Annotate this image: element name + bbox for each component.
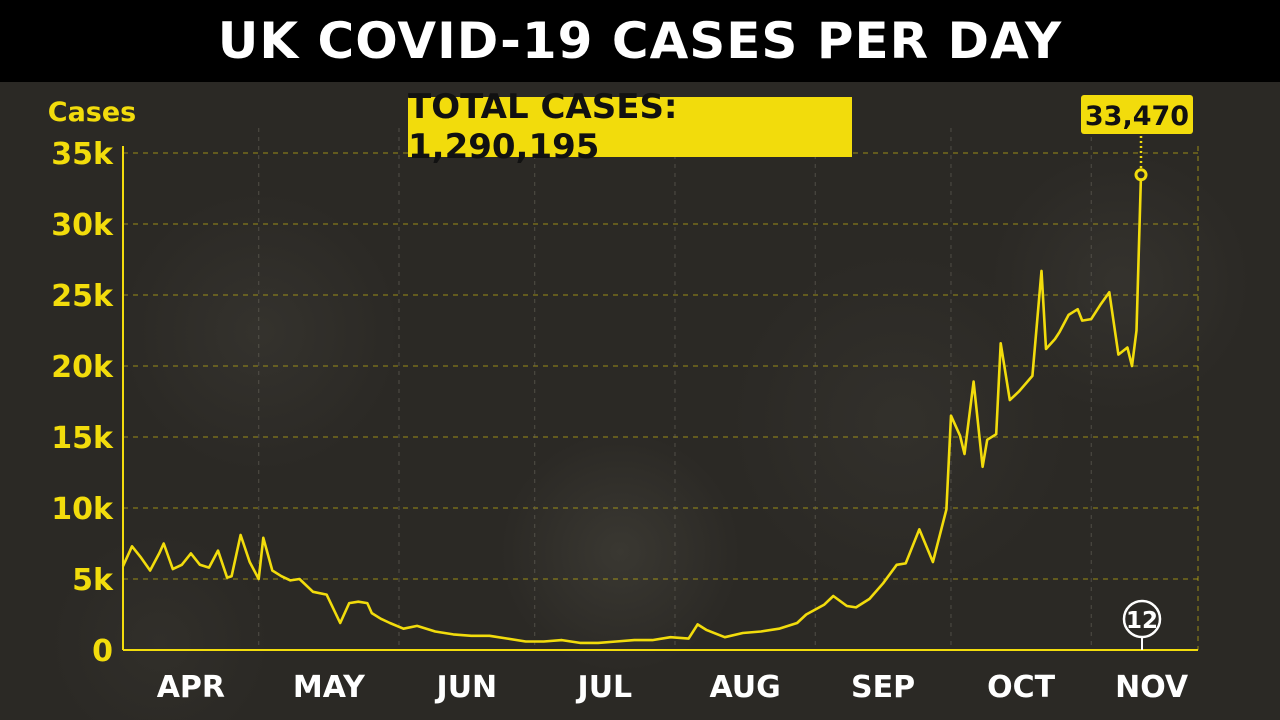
x-tick-label: NOV	[1115, 670, 1189, 705]
title-banner: UK COVID-19 CASES PER DAY	[0, 0, 1280, 82]
y-tick-label: 0	[92, 634, 113, 669]
day-marker-circle	[1122, 599, 1162, 639]
axes	[122, 146, 1198, 651]
y-tick-label: 5k	[72, 563, 114, 598]
x-tick-label: AUG	[709, 670, 780, 705]
day-marker-label: 12	[1126, 608, 1158, 634]
grid-lines	[123, 128, 1199, 650]
page-title: UK COVID-19 CASES PER DAY	[217, 12, 1063, 70]
x-tick-label: MAY	[293, 670, 366, 705]
y-tick-label: 10k	[51, 492, 114, 527]
x-tick-labels: APR MAY JUN JUL AUG SEP OCT NOV	[157, 670, 1189, 705]
latest-value-label: 33,470	[1085, 101, 1189, 132]
y-tick-label: 25k	[51, 279, 114, 314]
latest-value-marker	[1134, 168, 1148, 182]
y-tick-label: 15k	[51, 421, 114, 456]
y-tick-label: 30k	[51, 208, 114, 243]
y-tick-label: 20k	[51, 350, 114, 385]
y-tick-labels: 0 5k 10k 15k 20k 25k 30k 35k	[51, 137, 114, 669]
chart-background	[0, 82, 1280, 720]
total-cases-badge: TOTAL CASES: 1,290,195	[408, 87, 852, 167]
cases-series-line	[121, 174, 1143, 645]
latest-value-badge	[1081, 95, 1193, 134]
x-tick-label: JUL	[576, 670, 633, 705]
x-tick-label: OCT	[987, 670, 1056, 705]
y-tick-label: 35k	[51, 137, 114, 172]
x-tick-label: APR	[157, 670, 225, 705]
x-tick-label: SEP	[851, 670, 915, 705]
series-layer	[121, 174, 1143, 645]
x-tick-label: JUN	[435, 670, 498, 705]
y-axis-label: Cases	[48, 97, 137, 128]
annotations: 33,470 12	[1081, 95, 1193, 650]
